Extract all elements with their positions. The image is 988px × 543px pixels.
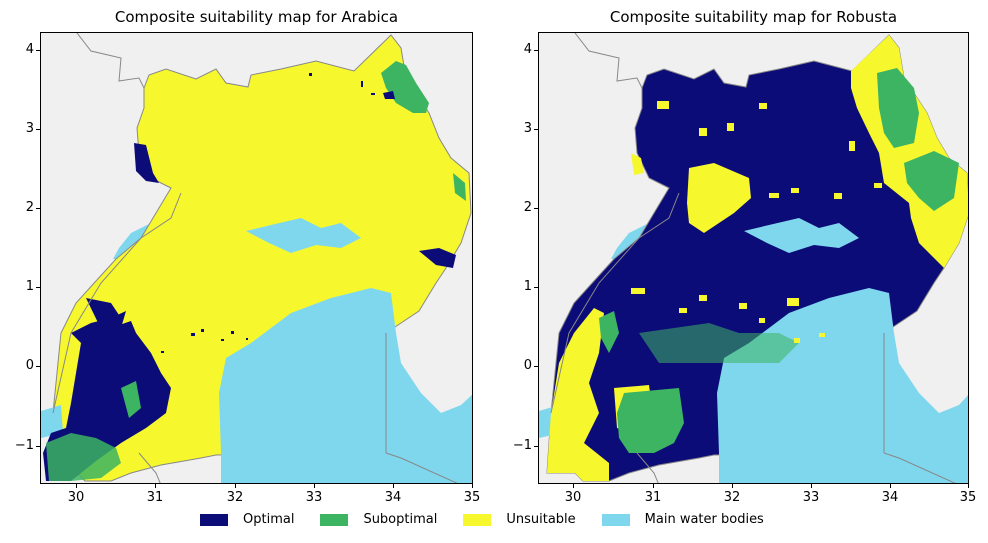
y-tick-label: 3 <box>25 121 34 136</box>
y-tick-label: 0 <box>25 358 34 373</box>
x-tick-mark <box>472 484 473 488</box>
lake-edward <box>41 405 63 438</box>
robusta-map-title: Composite suitability map for Robusta <box>609 8 898 26</box>
optimal-west-ridge <box>86 298 121 333</box>
border-kenya-tanzania <box>883 333 956 483</box>
x-tick-label: 33 <box>802 490 820 505</box>
legend-item-unsuitable: Unsuitable <box>463 512 576 527</box>
y-tick-label: −1 <box>512 438 532 453</box>
water-swatch <box>601 513 630 526</box>
border-kenya-tanzania <box>385 333 458 483</box>
lake-kyoga <box>744 218 859 253</box>
x-tick-label: 34 <box>384 490 402 505</box>
suboptimal-southwest <box>46 433 121 481</box>
y-tick-label: 4 <box>523 42 532 57</box>
optimal-east <box>419 248 456 268</box>
unsuitable-swatch <box>463 513 492 526</box>
unsuitable-scatter <box>631 101 882 343</box>
optimal-scatter <box>161 73 375 353</box>
border-drc <box>52 192 182 414</box>
suboptimal-sw-ridge <box>599 311 619 353</box>
suboptimal-central <box>639 323 799 363</box>
border-tanzania-west <box>138 452 161 483</box>
y-tick-mark <box>534 50 538 51</box>
x-tick-mark <box>573 484 574 488</box>
suboptimal-southwest <box>617 388 684 453</box>
y-tick-mark <box>534 366 538 367</box>
unsuitable-nw <box>631 153 644 175</box>
y-tick-mark <box>534 287 538 288</box>
y-tick-mark <box>36 208 40 209</box>
optimal-northwest <box>134 143 159 183</box>
x-tick-mark <box>968 484 969 488</box>
y-tick-label: −1 <box>14 438 34 453</box>
y-tick-label: 1 <box>25 279 34 294</box>
x-tick-mark <box>235 484 236 488</box>
x-tick-mark <box>393 484 394 488</box>
legend-label: Unsuitable <box>506 512 576 527</box>
x-tick-label: 34 <box>881 490 899 505</box>
border-south-sudan <box>574 33 643 89</box>
legend-item-water: Main water bodies <box>601 512 764 527</box>
y-tick-mark <box>36 50 40 51</box>
x-tick-mark <box>314 484 315 488</box>
x-tick-label: 33 <box>305 490 323 505</box>
x-tick-label: 30 <box>67 490 85 505</box>
robusta-map <box>539 33 968 483</box>
border-drc <box>550 192 680 414</box>
x-tick-mark <box>76 484 77 488</box>
robusta-map-plot <box>538 32 969 484</box>
border-tanzania-west <box>636 452 659 483</box>
legend-label: Optimal <box>243 512 295 527</box>
unsuitable-southwest <box>547 308 609 481</box>
optimal-northeast <box>383 91 395 99</box>
legend-item-suboptimal: Suboptimal <box>320 512 437 527</box>
y-tick-mark <box>36 129 40 130</box>
x-tick-label: 31 <box>644 490 662 505</box>
legend: Optimal Suboptimal Unsuitable Main water… <box>200 512 790 527</box>
y-tick-mark <box>36 287 40 288</box>
suboptimal-east-south <box>904 151 959 211</box>
suboptimal-swatch <box>320 513 349 526</box>
y-tick-label: 2 <box>523 200 532 215</box>
x-tick-mark <box>155 484 156 488</box>
x-tick-mark <box>732 484 733 488</box>
suboptimal-northeast <box>381 61 429 113</box>
x-tick-mark <box>653 484 654 488</box>
unsuitable-west-a <box>687 163 751 233</box>
y-tick-mark <box>534 208 538 209</box>
x-tick-label: 31 <box>146 490 164 505</box>
y-tick-label: 4 <box>25 42 34 57</box>
y-tick-label: 0 <box>523 358 532 373</box>
x-tick-label: 30 <box>564 490 582 505</box>
lake-kyoga <box>246 218 361 253</box>
y-tick-label: 2 <box>25 200 34 215</box>
y-tick-label: 3 <box>523 121 532 136</box>
suboptimal-east-north <box>877 68 919 148</box>
x-tick-label: 32 <box>723 490 741 505</box>
y-tick-label: 1 <box>523 279 532 294</box>
y-tick-mark <box>534 129 538 130</box>
suboptimal-east-strip <box>453 173 466 201</box>
y-tick-mark <box>534 446 538 447</box>
lake-victoria <box>219 288 472 483</box>
legend-label: Suboptimal <box>363 512 438 527</box>
x-tick-label: 35 <box>463 490 481 505</box>
legend-label: Main water bodies <box>644 512 764 527</box>
arabica-map <box>41 33 472 483</box>
arabica-map-plot <box>40 32 473 484</box>
x-tick-label: 35 <box>959 490 977 505</box>
suboptimal-sw-east <box>121 381 141 418</box>
x-tick-mark <box>890 484 891 488</box>
border-south-sudan <box>76 33 145 89</box>
optimal-swatch <box>200 513 228 526</box>
x-tick-label: 32 <box>226 490 244 505</box>
y-tick-mark <box>36 446 40 447</box>
legend-item-optimal: Optimal <box>200 512 294 527</box>
arabica-map-title: Composite suitability map for Arabica <box>114 8 399 26</box>
y-tick-mark <box>36 366 40 367</box>
x-tick-mark <box>811 484 812 488</box>
